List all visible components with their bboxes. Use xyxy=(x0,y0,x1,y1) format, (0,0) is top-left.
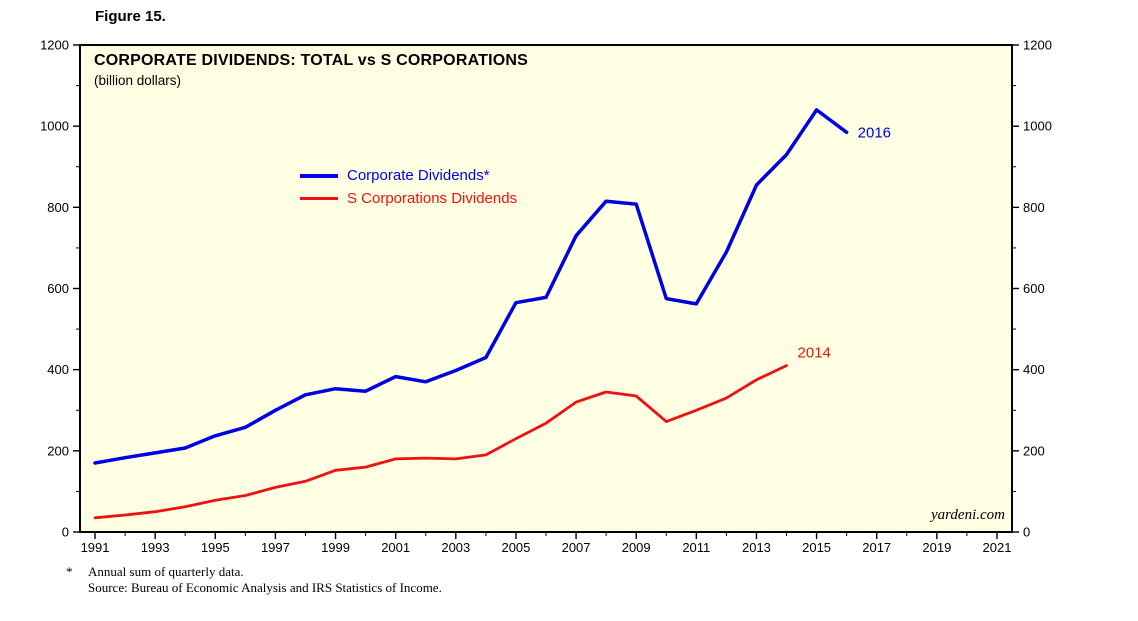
legend-row-scorp: S Corporations Dividends xyxy=(300,187,517,210)
y-tick-label-left: 400 xyxy=(47,362,69,377)
x-tick-label: 2001 xyxy=(381,540,410,555)
y-tick-label-right: 800 xyxy=(1023,200,1045,215)
y-tick-label-left: 0 xyxy=(62,525,69,540)
chart-subtitle: (billion dollars) xyxy=(94,73,182,88)
chart-title: CORPORATE DIVIDENDS: TOTAL vs S CORPORAT… xyxy=(94,52,529,69)
y-tick-label-left: 200 xyxy=(47,443,69,458)
series-line-0 xyxy=(93,108,849,465)
y-tick-label-right: 200 xyxy=(1023,443,1045,458)
series-line-1 xyxy=(93,364,788,520)
legend-label-corporate: Corporate Dividends* xyxy=(347,167,490,184)
y-tick-label-right: 1000 xyxy=(1023,119,1052,134)
y-tick-label-left: 1000 xyxy=(40,119,69,134)
x-tick-label: 2019 xyxy=(922,540,951,555)
x-tick-label: 2007 xyxy=(562,540,591,555)
footnote-asterisk: * xyxy=(66,564,73,579)
legend-line-blue-icon xyxy=(300,173,338,178)
series-end-label-0: 2016 xyxy=(858,124,891,141)
y-tick-label-right: 600 xyxy=(1023,281,1045,296)
y-tick-label-left: 800 xyxy=(47,200,69,215)
x-tick-label: 2003 xyxy=(441,540,470,555)
x-tick-label: 2005 xyxy=(501,540,530,555)
y-tick-label-right: 400 xyxy=(1023,362,1045,377)
legend-row-corporate: Corporate Dividends* xyxy=(300,164,517,187)
x-tick-label: 2021 xyxy=(983,540,1012,555)
footnote-line-1: * Annual sum of quarterly data. xyxy=(66,564,442,580)
y-tick-label-right: 0 xyxy=(1023,525,1030,540)
footnote-text-1: Annual sum of quarterly data. xyxy=(88,564,244,579)
x-tick-label: 1993 xyxy=(141,540,170,555)
x-tick-label: 2009 xyxy=(622,540,651,555)
footnotes: * Annual sum of quarterly data. Source: … xyxy=(66,564,442,595)
footnote-line-2: Source: Bureau of Economic Analysis and … xyxy=(66,580,442,596)
x-tick-label: 2017 xyxy=(862,540,891,555)
x-tick-label: 2015 xyxy=(802,540,831,555)
y-tick-label-left: 600 xyxy=(47,281,69,296)
x-tick-label: 1995 xyxy=(201,540,230,555)
footnote-text-2: Source: Bureau of Economic Analysis and … xyxy=(88,579,442,595)
watermark: yardeni.com xyxy=(930,507,1005,523)
x-tick-label: 2011 xyxy=(682,540,710,555)
legend-line-red-icon xyxy=(300,197,338,200)
series-end-label-1: 2014 xyxy=(798,345,831,362)
x-tick-label: 1997 xyxy=(261,540,290,555)
plot-area xyxy=(79,44,1013,533)
figure-label: Figure 15. xyxy=(95,8,166,25)
legend-label-scorp: S Corporations Dividends xyxy=(347,190,518,207)
x-tick-label: 1991 xyxy=(81,540,110,555)
y-tick-label-right: 1200 xyxy=(1023,38,1052,53)
y-tick-label-left: 1200 xyxy=(40,38,69,53)
x-tick-label: 2013 xyxy=(742,540,771,555)
legend: Corporate Dividends* S Corporations Divi… xyxy=(300,164,517,210)
footnote-spacer xyxy=(66,580,88,596)
x-tick-label: 1999 xyxy=(321,540,350,555)
